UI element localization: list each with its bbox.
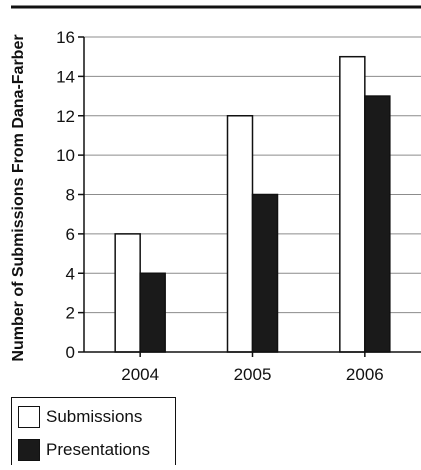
y-tick-label-6: 6	[66, 225, 75, 244]
bar-presentations-2006	[364, 95, 391, 353]
legend-item-presentations: Presentations	[18, 438, 150, 462]
y-tick-label-14: 14	[56, 67, 75, 86]
bar-submissions-2004	[114, 233, 141, 353]
y-tick-label-10: 10	[56, 146, 75, 165]
y-tick-label-12: 12	[56, 107, 75, 126]
y-tick-label-8: 8	[66, 186, 75, 205]
bar-submissions-2006	[339, 55, 366, 353]
x-tick-label-2005: 2005	[234, 365, 272, 384]
bar-submissions-2005	[226, 115, 254, 353]
y-axis-title: Number of Submissions From Dana-Farber	[10, 34, 27, 361]
y-axis-ticks: 0 2 4 6 8 10 12 14 16	[56, 28, 84, 362]
x-tick-label-2004: 2004	[121, 365, 159, 384]
y-tick-label-16: 16	[56, 28, 75, 47]
legend-swatch-presentations	[18, 439, 40, 461]
bar-presentations-2005	[251, 193, 279, 353]
legend-swatch-submissions	[18, 406, 40, 428]
legend-item-submissions: Submissions	[18, 405, 142, 429]
y-tick-label-0: 0	[66, 343, 75, 362]
legend-label-submissions: Submissions	[46, 407, 143, 426]
x-axis-ticks: 2004 2005 2006	[121, 352, 384, 384]
bars	[114, 55, 391, 353]
legend-label-presentations: Presentations	[46, 440, 150, 459]
y-tick-label-4: 4	[66, 264, 75, 283]
y-tick-label-2: 2	[66, 304, 75, 323]
bar-presentations-2004	[139, 272, 166, 353]
legend: Submissions Presentations	[11, 397, 176, 465]
x-tick-label-2006: 2006	[346, 365, 384, 384]
